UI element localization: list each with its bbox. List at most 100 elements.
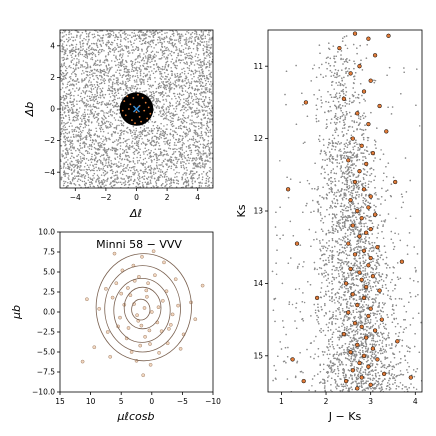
sky-field-star: [128, 50, 130, 52]
sky-field-star: [196, 107, 198, 110]
sky-field-star: [200, 165, 202, 167]
sky-field-star: [126, 71, 128, 74]
sky-field-star: [171, 87, 173, 89]
sky-field-star: [135, 69, 137, 72]
sky-field-star: [108, 81, 111, 83]
sky-field-star: [154, 60, 156, 62]
sky-field-star: [140, 162, 142, 164]
sky-field-star: [138, 175, 141, 178]
sky-field-star: [138, 182, 141, 185]
sky-field-star: [158, 154, 161, 157]
sky-field-star: [187, 72, 190, 75]
sky-y-tick-label: 0: [50, 105, 55, 114]
sky-field-star: [169, 178, 172, 181]
sky-field-star: [69, 109, 71, 112]
sky-field-star: [91, 93, 94, 96]
sky-field-star: [122, 137, 125, 140]
sky-field-star: [203, 109, 205, 111]
sky-field-star: [61, 107, 64, 109]
sky-field-star: [139, 73, 142, 75]
sky-field-star: [178, 37, 181, 40]
sky-field-star: [168, 144, 171, 147]
sky-field-star: [90, 129, 93, 131]
sky-field-star: [77, 159, 79, 161]
sky-field-star: [80, 99, 82, 102]
pm-member-point: [97, 306, 101, 311]
sky-field-star: [111, 90, 114, 92]
sky-field-star: [197, 98, 200, 100]
sky-field-star: [91, 99, 93, 101]
sky-field-star: [161, 183, 163, 186]
sky-field-star: [133, 70, 135, 72]
sky-field-star: [133, 142, 136, 145]
sky-field-star: [157, 142, 160, 144]
sky-field-star: [183, 142, 185, 145]
sky-field-star: [137, 151, 140, 153]
sky-field-star: [205, 185, 207, 187]
sky-field-star: [199, 111, 201, 113]
sky-field-star: [94, 35, 96, 38]
sky-field-star: [97, 64, 99, 66]
sky-field-star: [113, 126, 115, 129]
sky-field-star: [148, 130, 151, 132]
sky-field-star: [139, 130, 142, 133]
sky-field-star: [157, 42, 159, 44]
sky-field-star: [186, 135, 188, 137]
sky-field-star: [208, 88, 211, 90]
sky-field-star: [144, 181, 147, 183]
sky-field-star: [171, 41, 174, 44]
sky-field-star: [191, 182, 194, 185]
sky-field-star: [102, 36, 104, 39]
sky-field-star: [180, 155, 183, 157]
sky-field-star: [61, 130, 63, 132]
sky-field-star: [60, 132, 63, 135]
sky-field-star: [148, 53, 150, 56]
sky-field-star: [194, 129, 197, 132]
sky-field-star: [181, 108, 183, 111]
pm-member-point: [173, 277, 178, 282]
sky-field-star: [78, 100, 81, 102]
sky-field-star: [153, 34, 155, 37]
sky-field-star: [79, 123, 81, 125]
sky-field-star: [133, 87, 136, 90]
sky-field-star: [155, 63, 158, 65]
sky-field-star: [179, 109, 182, 112]
sky-field-star: [70, 112, 73, 114]
sky-field-star: [95, 156, 97, 158]
sky-field-star: [71, 49, 73, 51]
sky-field-star: [68, 140, 70, 142]
sky-field-star: [110, 149, 112, 151]
sky-field-star: [166, 164, 168, 166]
sky-field-star: [204, 57, 207, 60]
sky-field-star: [127, 37, 129, 40]
sky-field-star: [169, 77, 172, 79]
sky-field-star: [116, 148, 119, 151]
pm-member-point: [80, 359, 85, 364]
sky-field-star: [178, 78, 181, 81]
sky-field-star: [100, 37, 102, 39]
sky-field-star: [100, 130, 102, 133]
sky-field-star: [86, 64, 89, 66]
sky-field-star: [151, 100, 154, 103]
sky-field-star: [207, 78, 210, 80]
sky-field-star: [109, 113, 112, 116]
sky-field-star: [71, 152, 74, 155]
sky-field-star: [71, 44, 74, 46]
sky-field-star: [153, 167, 156, 169]
sky-field-star: [99, 162, 102, 164]
sky-field-star: [165, 81, 168, 84]
sky-field-star: [68, 125, 71, 128]
sky-field-star: [186, 44, 188, 47]
sky-field-star: [64, 123, 67, 125]
sky-field-star: [144, 55, 147, 57]
sky-field-star: [108, 93, 111, 95]
sky-field-star: [171, 114, 174, 117]
sky-field-star: [110, 34, 113, 36]
sky-field-star: [179, 85, 181, 87]
sky-field-star: [79, 147, 82, 149]
sky-field-star: [137, 170, 139, 173]
sky-field-star: [145, 161, 148, 163]
sky-field-star: [107, 72, 109, 74]
sky-field-star: [156, 132, 158, 135]
sky-field-star: [145, 57, 147, 59]
